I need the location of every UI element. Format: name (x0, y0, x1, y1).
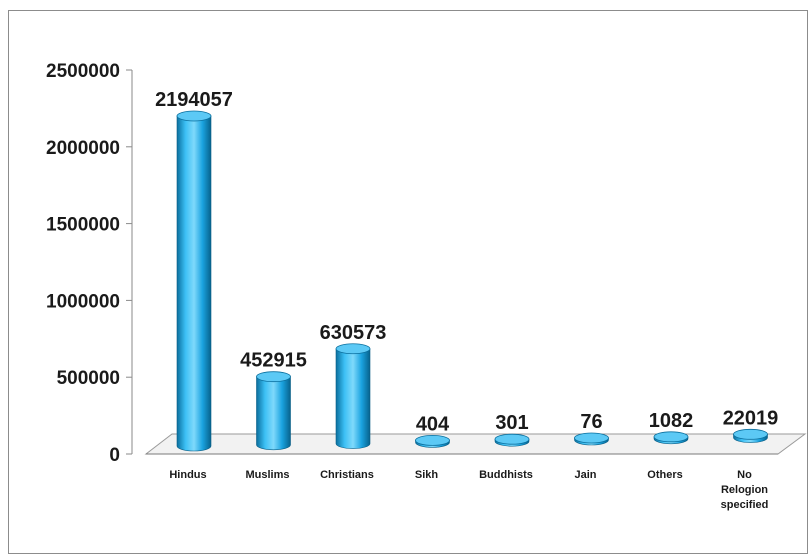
y-tick-label: 2500000 (46, 61, 120, 82)
data-label-jain: 76 (580, 411, 602, 433)
x-tick-label-hindus: Hindus (169, 469, 206, 481)
y-tick-label: 1500000 (46, 215, 120, 236)
data-label-buddhists: 301 (495, 412, 528, 434)
x-tick-line: Hindus (169, 469, 206, 481)
data-label-no-relogion-specified: 22019 (723, 407, 779, 429)
y-tick-label: 1000000 (46, 291, 120, 312)
x-tick-label-jain: Jain (574, 469, 596, 481)
y-tick-label: 500000 (57, 368, 120, 389)
x-tick-line: Sikh (415, 469, 439, 481)
chart-frame (8, 10, 808, 554)
x-tick-label-muslims: Muslims (245, 469, 289, 481)
bar-hindus (176, 110, 212, 452)
data-label-muslims: 452915 (240, 350, 307, 372)
x-tick-line: Muslims (245, 469, 289, 481)
bars (176, 110, 768, 452)
floor-plane (144, 433, 807, 455)
bar-christians (335, 343, 371, 449)
bar-sikh (415, 434, 450, 448)
x-tick-line: Jain (574, 469, 596, 481)
data-label-others: 1082 (649, 410, 694, 432)
x-tick-label-no-relogion-specified: No Relogion specified (721, 469, 769, 511)
bar-no-relogion-specified (733, 428, 768, 443)
y-axis: 0 500000 1000000 1500000 2000000 2500000 (46, 61, 133, 466)
x-tick-label-sikh: Sikh (415, 469, 439, 481)
data-labels: 2194057 452915 630573 404 301 76 1082 22019 (155, 89, 778, 435)
data-label-sikh: 404 (416, 413, 450, 435)
bar-top (574, 432, 609, 444)
bar-top (335, 343, 371, 355)
x-tick-line: Christians (320, 469, 374, 481)
x-tick-line: No (737, 469, 752, 481)
x-tick-line: Relogion (721, 484, 768, 496)
x-tick-label-others: Others (647, 469, 682, 481)
bar-top (415, 434, 450, 446)
bar-top (256, 371, 291, 383)
x-tick-line: specified (721, 499, 769, 511)
y-tick-label: 0 (109, 445, 120, 466)
bar-others (653, 431, 689, 445)
bar-body (256, 376, 291, 451)
x-axis-labels: Hindus Muslims Christians Sikh Buddhists Jain… (169, 469, 768, 511)
data-label-christians: 630573 (320, 322, 387, 344)
x-tick-line: Buddhists (479, 469, 533, 481)
x-tick-label-buddhists: Buddhists (479, 469, 533, 481)
bar-body (335, 348, 371, 449)
bar-top (653, 431, 689, 443)
bar-top (494, 433, 530, 445)
x-tick-label-christians: Christians (320, 469, 374, 481)
bar-buddhists (494, 433, 530, 447)
data-label-hindus: 2194057 (155, 89, 233, 111)
bar-muslims (256, 371, 291, 451)
y-tick-label: 2000000 (46, 138, 120, 159)
bar-top (733, 428, 768, 440)
bar-jain (574, 432, 609, 446)
x-tick-line: Others (647, 469, 682, 481)
chart-floor (144, 433, 807, 455)
bar-body (176, 115, 212, 452)
bar-top (176, 110, 212, 122)
